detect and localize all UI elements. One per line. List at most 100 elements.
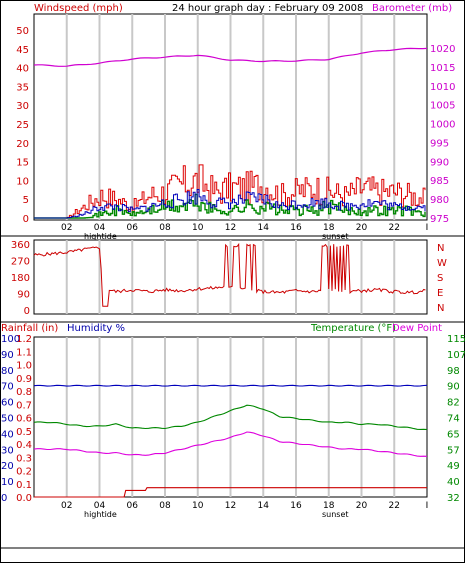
humidity-tick-label: 70 [1, 382, 14, 393]
barometer-tick-label: 1015 [430, 63, 455, 74]
temperature-x-tick-label: 18 [323, 501, 335, 511]
temperature-x-tick-label: 02 [61, 501, 72, 511]
humidity-tick-label: 100 [1, 334, 20, 345]
temperature-x-tick-label: 12 [225, 501, 236, 511]
wind-x-tick-label: 18 [323, 223, 335, 233]
wind-x-tick-label: 20 [356, 223, 368, 233]
barometer-axis-label: Barometer (mb) [372, 3, 452, 14]
wind-x-tick-label: 10 [192, 223, 204, 233]
rainfall-tick-label: 0.5 [16, 427, 32, 438]
wind-gust-line [34, 164, 426, 219]
rainfall-tick-label: 0.8 [16, 387, 32, 398]
temperature-tick-label: 90 [447, 382, 460, 393]
direction-tick-label: 90 [17, 290, 30, 301]
wind-x-tick-label: 12 [225, 223, 236, 233]
hightide-annotation: hightide [84, 232, 117, 241]
windspeed-tick-label: 15 [16, 158, 29, 169]
chart-marks: 0510152025303540455097598098599099510001… [1, 14, 465, 519]
temperature-x-tick-label: 06 [127, 501, 139, 511]
direction-compass-label: N [437, 243, 444, 254]
windspeed-tick-label: 50 [16, 26, 29, 37]
temperature-x-tick-label: 16 [290, 501, 302, 511]
humidity-line [33, 384, 428, 387]
humidity-tick-label: 80 [1, 366, 14, 377]
temperature-x-tick-label: 04 [94, 501, 106, 511]
direction-compass-label: N [437, 303, 444, 314]
humidity-tick-label: 30 [1, 445, 14, 456]
temperature-tick-label: 115 [447, 334, 465, 345]
barometer-tick-label: 1000 [430, 120, 455, 131]
temperature-tick-label: 65 [447, 429, 460, 440]
direction-tick-label: 0 [24, 306, 30, 317]
direction-tick-label: 270 [11, 257, 30, 268]
temperature-tick-label: 57 [447, 445, 460, 456]
temperature-line [33, 404, 428, 431]
humidity-tick-label: 0 [1, 493, 7, 504]
wind-x-tick-label: 08 [159, 223, 171, 233]
wind-min-line [34, 193, 426, 219]
rainfall-tick-label: 0.7 [16, 400, 32, 411]
temperature-x-tick-label: 08 [159, 501, 171, 511]
temperature-tick-label: 74 [447, 414, 460, 425]
rainfall-tick-label: 0.4 [16, 440, 32, 451]
chart-title: 24 hour graph day : February 09 2008 [172, 3, 363, 14]
humidity-tick-label: 10 [1, 477, 14, 488]
barometer-tick-label: 1005 [430, 101, 455, 112]
rainfall-tick-label: 0.2 [16, 467, 32, 478]
humidity-axis-label: Humidity % [67, 323, 125, 334]
temperature-x-tick-label: 14 [258, 501, 270, 511]
windspeed-tick-label: 0 [23, 214, 29, 225]
temperature-axis-label: Temperature (°F) [310, 323, 396, 334]
rainfall-tick-label: 0.3 [16, 453, 32, 464]
humidity-tick-label: 90 [1, 350, 14, 361]
wind-x-tick-label: 06 [127, 223, 139, 233]
rainfall-tick-label: 1.1 [16, 347, 32, 358]
barometer-tick-label: 990 [430, 157, 449, 168]
rainfall-axis-label: Rainfall (in) [1, 323, 58, 334]
temperature-tick-label: 98 [447, 366, 460, 377]
temperature-x-tick-label: 20 [356, 501, 368, 511]
wind-x-end-label: I [426, 223, 429, 233]
rainfall-tick-label: 1.2 [16, 334, 32, 345]
temperature-x-tick-label: 10 [192, 501, 204, 511]
rainfall-tick-label: 1.0 [16, 361, 32, 372]
direction-tick-label: 180 [11, 273, 30, 284]
hightide-annotation: hightide [84, 510, 117, 519]
temperature-tick-label: 82 [447, 398, 460, 409]
barometer-tick-label: 1010 [430, 82, 455, 93]
barometer-tick-label: 985 [430, 176, 449, 187]
temperature-x-end-label: I [426, 501, 429, 511]
windspeed-tick-label: 30 [16, 101, 29, 112]
windspeed-tick-label: 40 [16, 64, 29, 75]
barometer-tick-label: 975 [430, 214, 449, 225]
humidity-tick-label: 20 [1, 461, 14, 472]
windspeed-tick-label: 35 [16, 82, 29, 93]
direction-compass-label: E [437, 288, 443, 299]
barometer-tick-label: 995 [430, 138, 449, 149]
rainfall-tick-label: 0.1 [16, 480, 32, 491]
windspeed-tick-label: 25 [16, 120, 29, 131]
wind-x-tick-label: 04 [94, 223, 106, 233]
barometer-line [33, 47, 428, 67]
rainfall-tick-label: 0.6 [16, 414, 32, 425]
temperature-tick-label: 49 [447, 461, 460, 472]
wind-x-tick-label: 14 [258, 223, 270, 233]
rainfall-tick-label: 0.9 [16, 374, 32, 385]
rainfall-line [34, 487, 427, 498]
wind-direction-line [33, 242, 426, 307]
temperature-x-tick-label: 22 [389, 501, 400, 511]
temperature-tick-label: 107 [447, 350, 465, 361]
dewpoint-axis-label: Dew Point [392, 323, 442, 334]
windspeed-axis-label: Windspeed (mph) [34, 3, 123, 14]
wind-average-line [34, 189, 426, 219]
windspeed-tick-label: 5 [23, 195, 29, 206]
humidity-tick-label: 40 [1, 429, 14, 440]
rainfall-tick-label: 0.0 [16, 493, 32, 504]
direction-compass-label: W [437, 258, 447, 269]
windspeed-tick-label: 10 [16, 176, 29, 187]
wind-x-tick-label: 22 [389, 223, 400, 233]
dewpoint-line [33, 431, 428, 457]
windspeed-tick-label: 20 [16, 139, 29, 150]
temperature-tick-label: 32 [447, 493, 460, 504]
